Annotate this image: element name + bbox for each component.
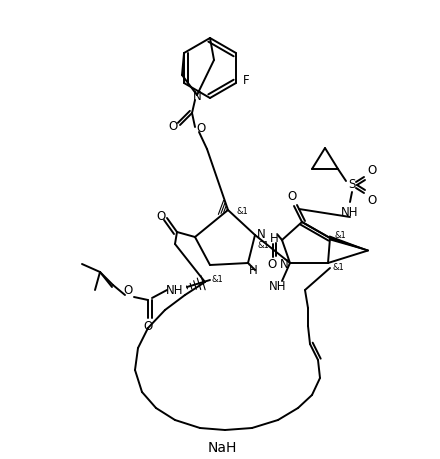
Text: F: F	[243, 73, 249, 86]
Text: O: O	[268, 257, 277, 270]
Text: H: H	[270, 231, 279, 245]
Text: N: N	[280, 258, 288, 272]
Text: NaH: NaH	[207, 441, 237, 455]
Text: O: O	[169, 121, 178, 134]
Text: O: O	[287, 190, 297, 203]
Text: S: S	[348, 179, 356, 191]
Text: &1: &1	[332, 263, 344, 273]
Text: &1: &1	[236, 207, 248, 217]
Text: N: N	[257, 229, 265, 241]
Polygon shape	[330, 236, 368, 251]
Text: NH: NH	[341, 206, 359, 218]
Text: O: O	[143, 320, 153, 334]
Text: O: O	[156, 209, 165, 223]
Text: O: O	[367, 194, 377, 207]
Text: O: O	[196, 123, 205, 135]
Text: O: O	[367, 163, 377, 177]
Text: O: O	[123, 285, 132, 297]
Text: N: N	[193, 90, 202, 103]
Text: H: H	[249, 264, 257, 278]
Text: &1: &1	[257, 241, 269, 250]
Text: NH: NH	[166, 284, 184, 297]
Text: &1: &1	[334, 230, 346, 240]
Text: NH: NH	[269, 280, 287, 293]
Text: &1: &1	[211, 275, 223, 285]
